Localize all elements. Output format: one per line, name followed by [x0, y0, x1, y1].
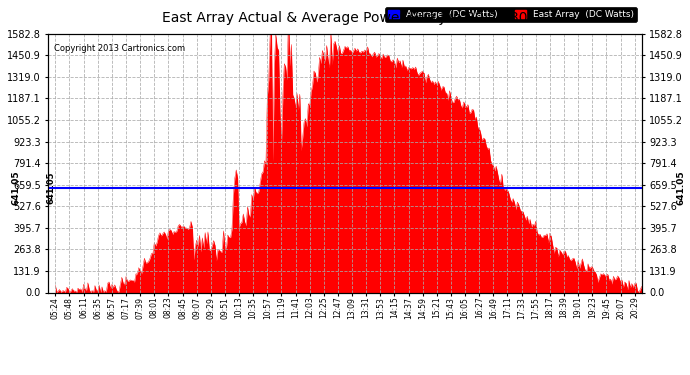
Text: 641.05: 641.05 [676, 170, 685, 205]
Text: East Array Actual & Average Power Sun Jun 30 20:30: East Array Actual & Average Power Sun Ju… [162, 11, 528, 25]
Text: 641.05: 641.05 [12, 170, 21, 205]
Legend: Average  (DC Watts), East Array  (DC Watts): Average (DC Watts), East Array (DC Watts… [385, 7, 637, 22]
Text: Copyright 2013 Cartronics.com: Copyright 2013 Cartronics.com [55, 44, 186, 53]
Text: 641.05: 641.05 [46, 171, 55, 204]
